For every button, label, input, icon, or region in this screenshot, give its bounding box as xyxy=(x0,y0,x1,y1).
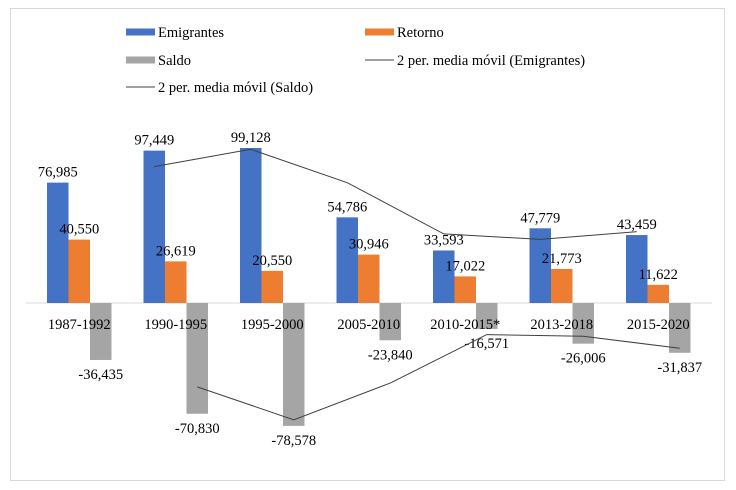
bar-retorno-3 xyxy=(358,254,380,303)
bar-retorno-5 xyxy=(551,268,573,303)
data-label-saldo-0: -36,435 xyxy=(78,367,123,383)
x-tick-label-3: 2005-2010 xyxy=(337,317,400,333)
bar-retorno-6 xyxy=(647,284,669,303)
bar-emigrantes-6 xyxy=(626,235,648,303)
data-label-emigrantes-3: 54,786 xyxy=(327,199,367,215)
data-label-saldo-2: -78,578 xyxy=(271,433,316,449)
data-label-retorno-5: 21,773 xyxy=(542,251,582,267)
data-label-emigrantes-1: 97,449 xyxy=(134,133,174,149)
x-tick-label-6: 2015-2020 xyxy=(627,317,690,333)
data-label-retorno-1: 26,619 xyxy=(156,243,196,259)
legend-swatch-saldo xyxy=(126,56,155,64)
bar-saldo-0 xyxy=(90,303,112,360)
bar-emigrantes-3 xyxy=(336,217,358,303)
bar-saldo-5 xyxy=(572,303,594,344)
bar-saldo-1 xyxy=(186,303,208,414)
bar-emigrantes-0 xyxy=(47,182,69,303)
data-label-emigrantes-0: 76,985 xyxy=(38,165,78,181)
x-tick-label-0: 1987-1992 xyxy=(48,317,111,333)
legend-swatch-emigrantes xyxy=(126,28,155,36)
legend-swatch-retorno xyxy=(365,28,394,36)
legend: Emigrantes Retorno Saldo 2 per. media móvil… xyxy=(126,25,585,96)
bar-saldo-6 xyxy=(669,303,691,353)
bar-retorno-4 xyxy=(454,276,476,303)
bar-emigrantes-1 xyxy=(143,150,165,303)
trendline-emigrantes xyxy=(154,148,637,240)
bar-saldo-2 xyxy=(283,303,305,426)
x-tick-label-5: 2013-2018 xyxy=(530,317,593,333)
bar-retorno-0 xyxy=(68,239,90,303)
legend-label-emigrantes: Emigrantes xyxy=(158,25,224,41)
data-label-retorno-2: 20,550 xyxy=(252,253,292,269)
bar-emigrantes-4 xyxy=(433,250,455,303)
bar-retorno-1 xyxy=(165,261,187,303)
trendline-saldo xyxy=(197,334,680,421)
data-label-emigrantes-2: 99,128 xyxy=(231,130,271,146)
data-label-retorno-0: 40,550 xyxy=(59,222,99,238)
bar-emigrantes-5 xyxy=(529,228,551,303)
data-label-saldo-4: -16,571 xyxy=(464,336,509,352)
legend-label-retorno: Retorno xyxy=(397,25,444,41)
x-tick-label-1: 1990-1995 xyxy=(144,317,207,333)
bar-saldo-4 xyxy=(476,303,498,329)
data-label-saldo-6: -31,837 xyxy=(657,360,702,376)
data-label-saldo-5: -26,006 xyxy=(561,351,606,367)
data-label-retorno-6: 11,622 xyxy=(639,267,678,283)
bar-saldo-3 xyxy=(379,303,401,341)
bar-retorno-2 xyxy=(261,270,283,303)
bar-emigrantes-2 xyxy=(240,148,262,303)
data-label-retorno-4: 17,022 xyxy=(445,258,485,274)
legend-label-ma-emigrantes: 2 per. media móvil (Emigrantes) xyxy=(397,53,585,69)
data-label-emigrantes-4: 33,593 xyxy=(424,232,464,248)
x-tick-label-2: 1995-2000 xyxy=(241,317,304,333)
data-label-emigrantes-6: 43,459 xyxy=(617,217,657,233)
legend-label-saldo: Saldo xyxy=(158,53,191,69)
data-label-emigrantes-5: 47,779 xyxy=(520,210,560,226)
data-label-retorno-3: 30,946 xyxy=(349,237,389,253)
data-label-saldo-1: -70,830 xyxy=(175,421,220,437)
data-label-saldo-3: -23,840 xyxy=(368,347,413,363)
x-tick-label-4: 2010-2015* xyxy=(430,317,500,333)
plot-area: 76,985 97,449 99,128 54,786 33,593 47,779 43,4… xyxy=(26,130,712,449)
legend-label-ma-saldo: 2 per. media móvil (Saldo) xyxy=(158,80,313,96)
